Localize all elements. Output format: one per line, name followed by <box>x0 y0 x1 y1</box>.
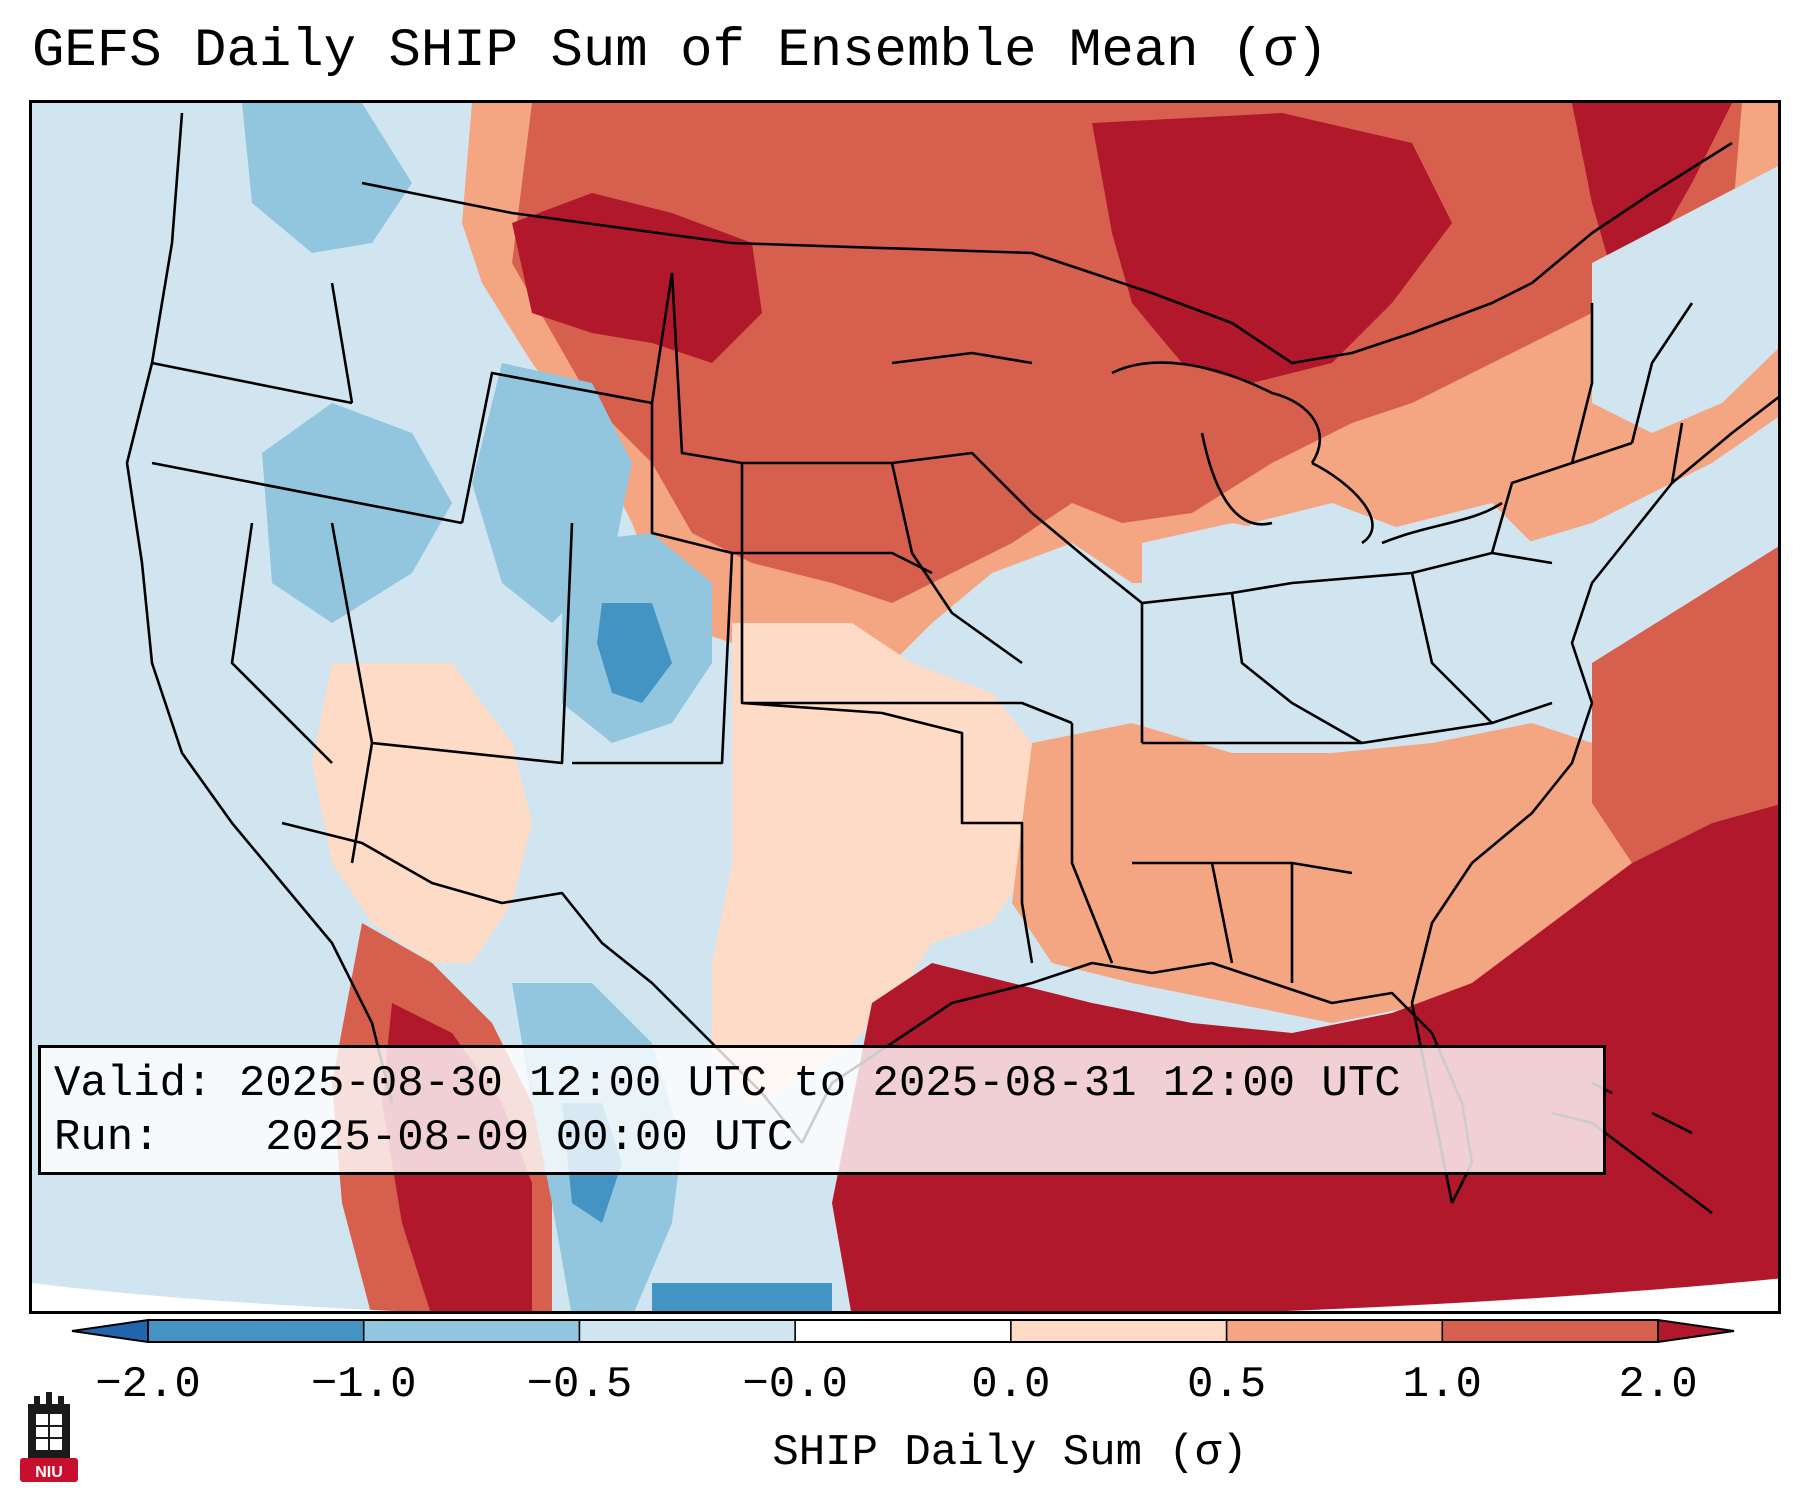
colorbar-tick-label: −2.0 <box>95 1360 201 1410</box>
anomaly-region-great-lakes-extreme <box>1092 113 1452 383</box>
projection-edge <box>32 1278 1778 1311</box>
anomaly-region-pnw-cool <box>242 103 412 253</box>
colorbar-label: SHIP Daily Sum (σ) <box>772 1428 1248 1478</box>
colorbar-tick-label: 0.0 <box>971 1360 1051 1410</box>
niu-logo: NIU <box>20 1392 78 1482</box>
canada-border <box>361 141 1733 365</box>
anomaly-region-west-cool <box>262 403 452 623</box>
anomaly-region-mexico-strong <box>652 1283 832 1311</box>
colorbar-segment <box>1442 1320 1659 1342</box>
state-lines-west <box>151 272 734 864</box>
colorbar-segment <box>148 1320 365 1342</box>
validity-info-box: Valid: 2025-08-30 12:00 UTC to 2025-08-3… <box>38 1045 1606 1175</box>
colorbar-tick-label: 2.0 <box>1618 1360 1698 1410</box>
political-boundaries <box>125 112 1778 1204</box>
colorbar-tick-label: 1.0 <box>1402 1360 1482 1410</box>
anomaly-region-southeast-warm <box>1012 723 1632 1023</box>
state-lines-central <box>670 272 1073 964</box>
colorbar-segment <box>579 1320 796 1342</box>
logo-text: NIU <box>35 1464 63 1481</box>
colorbar-segment <box>1010 1320 1228 1342</box>
valid-label: Valid: <box>54 1059 213 1109</box>
valid-value: 2025-08-30 12:00 UTC to 2025-08-31 12:00… <box>238 1059 1401 1109</box>
colorbar-tick-label: −0.0 <box>742 1360 848 1410</box>
anomaly-region-northeast-extreme <box>1572 103 1732 273</box>
colorbar-tick-label: 0.5 <box>1186 1360 1267 1410</box>
colorbar <box>71 1318 1735 1344</box>
anomaly-region-colorado-strong <box>597 603 672 703</box>
anomaly-region-northeast-cool <box>1592 166 1778 433</box>
chart-title: GEFS Daily SHIP Sum of Ensemble Mean (σ) <box>32 21 1329 82</box>
colorbar-segment <box>795 1320 1012 1342</box>
colorbar-extend-low <box>71 1318 149 1344</box>
state-lines-northeast <box>1490 302 1694 554</box>
run-value: 2025-08-09 00:00 UTC <box>265 1113 794 1163</box>
us-west-coast <box>125 112 394 1104</box>
anomaly-region-atlantic-warm <box>1592 546 1778 863</box>
run-label: Run: <box>54 1113 160 1163</box>
atlantic-coast <box>1410 395 1778 1204</box>
colorbar-tick-label: −1.0 <box>310 1360 417 1410</box>
colorbar-extend-high <box>1657 1318 1735 1344</box>
colorbar-tick-label: −0.5 <box>526 1360 633 1410</box>
colorbar-segment <box>363 1320 580 1342</box>
anomaly-region-southwest-light <box>312 663 532 963</box>
state-lines-east <box>1031 512 1553 983</box>
colorbar-frame <box>147 1319 1659 1343</box>
colorbar-segment <box>1226 1320 1443 1342</box>
anomaly-region-plains-light <box>712 623 1032 1103</box>
anomaly-region-north-extreme <box>512 193 762 363</box>
great-lakes-outline <box>1111 361 1503 545</box>
anomaly-region-ohio-valley-cool <box>1142 503 1552 753</box>
